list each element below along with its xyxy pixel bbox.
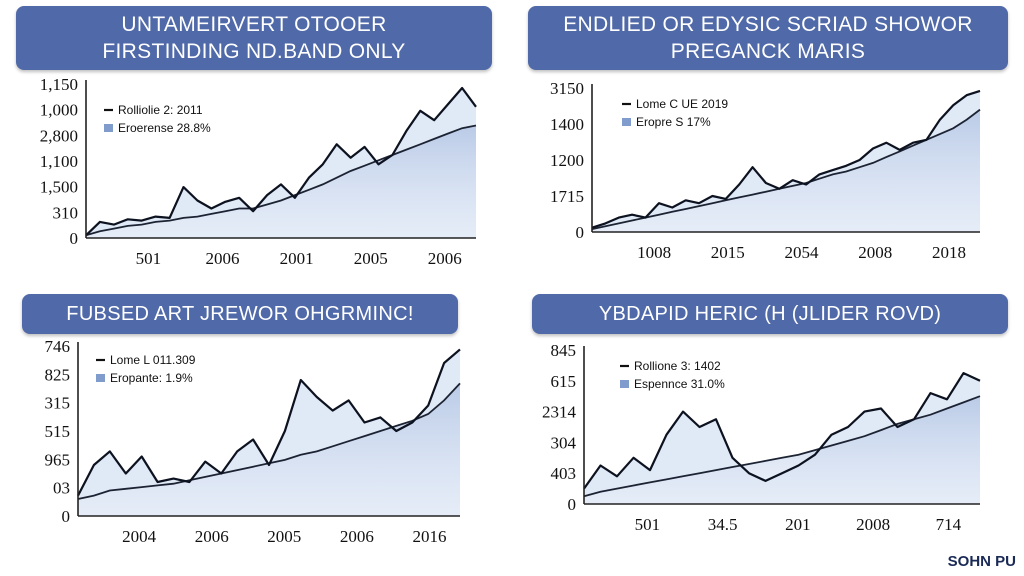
chart-3: 746 825 315 515 965 03 0 2004 2006 2005 2006 2016 Lo…: [45, 337, 461, 546]
x-tick-label: 2006: [428, 249, 462, 268]
series-line-main: [591, 89, 981, 229]
y-tick-label: 304: [551, 433, 577, 452]
y-tick-label: 1,150: [40, 75, 78, 94]
chart-panel-3: 746 825 315 515 965 03 0 2004 2006 2005 2006 2016 Lo…: [0, 336, 512, 556]
chart-title-line: YBDAPID HERIC (H (JLIDER ROVD): [598, 302, 942, 325]
legend-label: Eroerense 28.8%: [118, 121, 211, 135]
chart-panel-4: 845 615 2314 304 403 0 501 34.5 201 2008 714 Rollio…: [512, 336, 1024, 556]
y-tick-label: 0: [70, 229, 79, 248]
y-tick-label: 746: [45, 337, 71, 356]
y-tick-label: 2314: [542, 403, 577, 422]
chart-title-line: ENDLIED OR EDYSIC SCRIAD SHOWOR: [563, 13, 973, 36]
x-tick-label: 2004: [122, 527, 157, 546]
y-tick-label: 1400: [550, 115, 584, 134]
x-tick-label: 501: [635, 515, 661, 534]
x-tick-label: 2001: [280, 249, 314, 268]
series-line-trend: [85, 124, 477, 237]
x-tick-label: 2054: [785, 243, 820, 262]
brand-logo: SOHN PU: [947, 553, 1016, 570]
x-tick-label: 201: [785, 515, 811, 534]
y-tick-label: 2,800: [40, 126, 78, 145]
y-tick-label: 845: [551, 341, 577, 360]
series-line-main: [85, 86, 477, 237]
chart-2: 3150 1400 1200 1715 0 1008 2015 2054 2008 2018 Lom…: [550, 79, 981, 262]
y-tick-label: 403: [551, 464, 577, 483]
legend-label: Lome L 011.309: [110, 353, 196, 367]
y-tick-label: 0: [62, 507, 71, 526]
chart-4: 845 615 2314 304 403 0 501 34.5 201 2008 714 Rollio…: [542, 341, 981, 534]
y-tick-label: 310: [53, 203, 79, 222]
x-tick-label: 1008: [637, 243, 671, 262]
y-tick-label: 615: [551, 372, 577, 391]
x-tick-label: 2005: [354, 249, 388, 268]
legend-swatch-area: [622, 118, 631, 126]
series-area-lower: [592, 109, 980, 232]
series-area-lower: [78, 383, 460, 516]
legend-label: Espennce 31.0%: [634, 377, 725, 391]
legend-label: Lome C UE 2019: [636, 97, 728, 111]
x-tick-label: 2006: [206, 249, 240, 268]
series-line-trend: [591, 108, 981, 230]
y-tick-label: 1200: [550, 151, 584, 170]
x-tick-label: 2018: [932, 243, 966, 262]
y-tick-label: 03: [53, 479, 70, 498]
y-tick-label: 0: [576, 223, 585, 242]
y-tick-label: 0: [568, 495, 577, 514]
chart-panel-1: 1,150 1,000 2,800 1,100 1,500 310 0 501 2006 2001…: [0, 75, 512, 276]
x-tick-label: 714: [936, 515, 962, 534]
x-tick-label: 501: [136, 249, 162, 268]
y-tick-label: 1,500: [40, 178, 78, 197]
legend-label: Rolliolie 2: 2011: [118, 103, 203, 117]
x-tick-label: 2005: [267, 527, 301, 546]
y-tick-label: 825: [45, 365, 71, 384]
x-tick-label: 2015: [711, 243, 745, 262]
y-tick-label: 965: [45, 450, 71, 469]
chart-title-banner-2: ENDLIED OR EDYSIC SCRIAD SHOWOR PREGANCK…: [528, 6, 1008, 70]
chart-title-line: UNTAMEIRVERT OTOOER: [121, 13, 387, 36]
y-tick-label: 315: [45, 394, 71, 413]
chart-title-banner-1: UNTAMEIRVERT OTOOER FIRSTINDING ND.BAND …: [16, 6, 492, 70]
chart-title-line: FIRSTINDING ND.BAND ONLY: [102, 40, 406, 63]
chart-title-line: PREGANCK MARIS: [670, 40, 866, 63]
series-line-main: [583, 372, 981, 490]
x-tick-label: 2006: [340, 527, 374, 546]
y-tick-label: 1715: [550, 187, 584, 206]
legend-label: Eropre S 17%: [636, 115, 711, 129]
y-tick-label: 1,100: [40, 152, 78, 171]
legend-swatch-area: [620, 380, 629, 388]
chart-panel-2: 3150 1400 1200 1715 0 1008 2015 2054 2008 2018 Lom…: [512, 76, 1024, 276]
y-tick-label: 1,000: [40, 101, 78, 120]
series-line-main: [77, 348, 461, 497]
y-tick-label: 3150: [550, 79, 584, 98]
legend-label: Rollione 3: 1402: [634, 359, 721, 373]
x-tick-label: 34.5: [708, 515, 738, 534]
x-tick-label: 2008: [858, 243, 892, 262]
x-tick-label: 2006: [195, 527, 229, 546]
chart-title-banner-4: YBDAPID HERIC (H (JLIDER ROVD): [532, 294, 1008, 334]
legend-label: Eropante: 1.9%: [110, 371, 193, 385]
legend-swatch-area: [104, 124, 113, 132]
series-area-lower: [86, 125, 476, 238]
x-tick-label: 2008: [856, 515, 890, 534]
chart-1: 1,150 1,000 2,800 1,100 1,500 310 0 501 2006 2001…: [40, 75, 477, 268]
y-tick-label: 515: [45, 422, 71, 441]
chart-title-banner-3: FUBSED ART JREWOR OHGRMINC!: [22, 294, 458, 334]
legend-swatch-area: [96, 374, 105, 382]
chart-title-line: FUBSED ART JREWOR OHGRMINC!: [66, 302, 414, 325]
x-tick-label: 2016: [412, 527, 446, 546]
